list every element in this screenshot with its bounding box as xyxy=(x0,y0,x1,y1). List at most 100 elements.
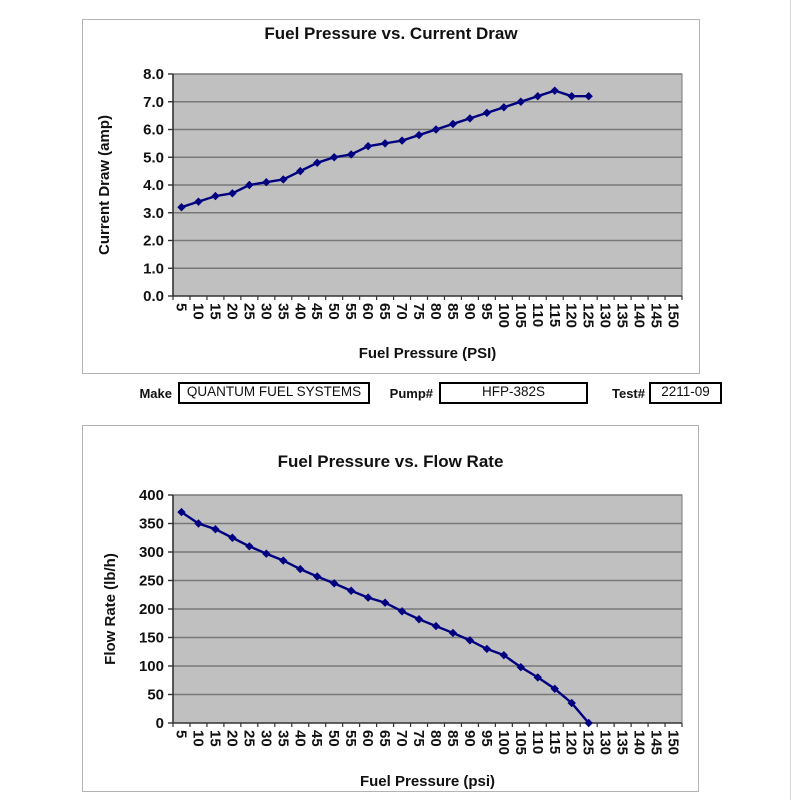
x-tick-label: 100 xyxy=(495,303,512,328)
x-tick-label: 145 xyxy=(648,303,665,328)
x-tick-label: 135 xyxy=(614,730,631,755)
data-point-marker xyxy=(262,178,271,187)
x-tick-label: 20 xyxy=(223,730,240,747)
x-tick-label: 95 xyxy=(478,303,495,320)
data-point-marker xyxy=(228,189,237,198)
x-tick-label: 40 xyxy=(291,730,308,747)
x-tick-label: 75 xyxy=(410,730,427,747)
data-point-marker xyxy=(465,114,475,123)
data-point-marker xyxy=(584,718,593,728)
y-tick-label: 8.0 xyxy=(143,66,164,83)
x-tick-label: 120 xyxy=(563,303,580,328)
x-tick-label: 70 xyxy=(393,730,410,747)
data-point-marker xyxy=(482,108,492,118)
data-point-marker xyxy=(245,180,254,190)
y-tick-label: 200 xyxy=(139,601,164,618)
x-tick-label: 150 xyxy=(665,303,682,328)
x-tick-label: 30 xyxy=(257,730,274,747)
x-tick-label: 150 xyxy=(665,730,682,755)
x-tick-label: 60 xyxy=(359,730,376,747)
y-tick-label: 6.0 xyxy=(143,122,164,139)
y-tick-label: 250 xyxy=(139,573,164,590)
y-axis-title: Flow Rate (lb/h) xyxy=(102,553,119,665)
x-tick-label: 115 xyxy=(546,730,563,754)
x-tick-label: 110 xyxy=(529,730,546,754)
pump-number-field[interactable]: HFP-382S xyxy=(439,382,588,404)
make-field[interactable]: QUANTUM FUEL SYSTEMS xyxy=(178,382,370,404)
x-tick-label: 80 xyxy=(427,303,444,320)
data-point-marker xyxy=(279,175,288,184)
y-tick-label: 7.0 xyxy=(143,94,164,111)
current-draw-chart-canvas: 0.0 1.0 2.0 3.0 4.0 5.0 6.0 7.0 8.0 5 10 15 20 25 30 35… xyxy=(96,66,683,362)
x-tick-label: 60 xyxy=(359,303,376,320)
page-right-edge xyxy=(790,0,791,800)
flow-rate-chart: Fuel Pressure vs. Flow Rate 0 50 100 150 200… xyxy=(82,425,699,792)
data-point-marker xyxy=(414,615,424,624)
data-point-marker xyxy=(550,684,559,693)
chart-title-flow-rate: Fuel Pressure vs. Flow Rate xyxy=(277,452,504,471)
y-tick-label: 100 xyxy=(139,658,164,675)
x-tick-label: 130 xyxy=(597,303,614,328)
x-tick-label: 45 xyxy=(308,303,325,320)
data-point-marker xyxy=(533,673,542,682)
y-tick-label: 4.0 xyxy=(143,177,164,194)
x-tick-label: 35 xyxy=(274,730,291,747)
data-point-marker xyxy=(584,92,593,101)
x-tick-label: 110 xyxy=(529,303,546,327)
y-tick-label: 3.0 xyxy=(143,205,164,222)
x-tick-label: 145 xyxy=(648,730,665,755)
data-point-marker xyxy=(194,197,203,206)
x-tick-label: 85 xyxy=(444,303,461,320)
x-tick-label: 20 xyxy=(223,303,240,320)
x-tick-label: 50 xyxy=(325,730,342,747)
y-tick-label: 350 xyxy=(139,516,164,533)
x-tick-label: 75 xyxy=(410,303,427,320)
x-tick-label: 90 xyxy=(461,303,478,320)
test-number-field[interactable]: 2211-09 xyxy=(649,382,722,404)
x-tick-label: 55 xyxy=(342,303,359,320)
test-number-label: Test# xyxy=(612,386,645,401)
x-tick-label: 45 xyxy=(308,730,325,747)
data-point-marker xyxy=(363,141,373,151)
x-tick-label: 10 xyxy=(189,303,206,320)
data-point-marker xyxy=(296,166,305,176)
data-point-marker xyxy=(177,203,186,212)
data-point-marker xyxy=(346,586,356,595)
data-point-marker xyxy=(313,572,322,581)
y-tick-label: 0.0 xyxy=(143,288,164,305)
x-tick-label: 130 xyxy=(597,730,614,755)
data-point-marker xyxy=(499,103,509,112)
x-tick-label: 5 xyxy=(172,303,189,311)
data-point-marker xyxy=(228,533,237,542)
x-tick-label: 35 xyxy=(274,303,291,320)
flow-rate-chart-canvas: 0 50 100 150 200 250 300 350 400 5 10 15 20 25 30 35 40 4… xyxy=(102,487,683,790)
x-tick-label: 85 xyxy=(444,730,461,747)
x-tick-label: 25 xyxy=(240,303,257,320)
x-tick-label: 120 xyxy=(563,730,580,755)
x-tick-label: 15 xyxy=(206,303,223,320)
x-tick-label: 125 xyxy=(580,303,597,328)
x-tick-label: 25 xyxy=(240,730,257,747)
x-tick-label: 90 xyxy=(461,730,478,747)
x-tick-label: 125 xyxy=(580,730,597,755)
x-tick-label: 100 xyxy=(495,730,512,755)
x-axis-title: Fuel Pressure (psi) xyxy=(360,773,495,790)
y-tick-label: 0 xyxy=(156,715,164,732)
x-tick-label: 15 xyxy=(206,730,223,747)
x-tick-label: 135 xyxy=(614,303,631,328)
x-tick-label: 65 xyxy=(376,730,393,747)
data-point-marker xyxy=(346,150,356,159)
y-tick-label: 2.0 xyxy=(143,233,164,250)
pump-number-label: Pump# xyxy=(389,386,433,401)
data-point-marker xyxy=(194,519,203,528)
x-tick-label: 5 xyxy=(172,730,189,738)
y-tick-label: 1.0 xyxy=(143,260,164,277)
y-tick-label: 50 xyxy=(147,687,164,704)
data-point-marker xyxy=(448,119,458,129)
x-tick-label: 80 xyxy=(427,730,444,747)
data-point-marker xyxy=(329,579,339,588)
data-point-marker xyxy=(567,92,576,101)
x-tick-label: 105 xyxy=(512,730,529,755)
data-point-marker xyxy=(533,92,542,101)
x-tick-label: 70 xyxy=(393,303,410,320)
